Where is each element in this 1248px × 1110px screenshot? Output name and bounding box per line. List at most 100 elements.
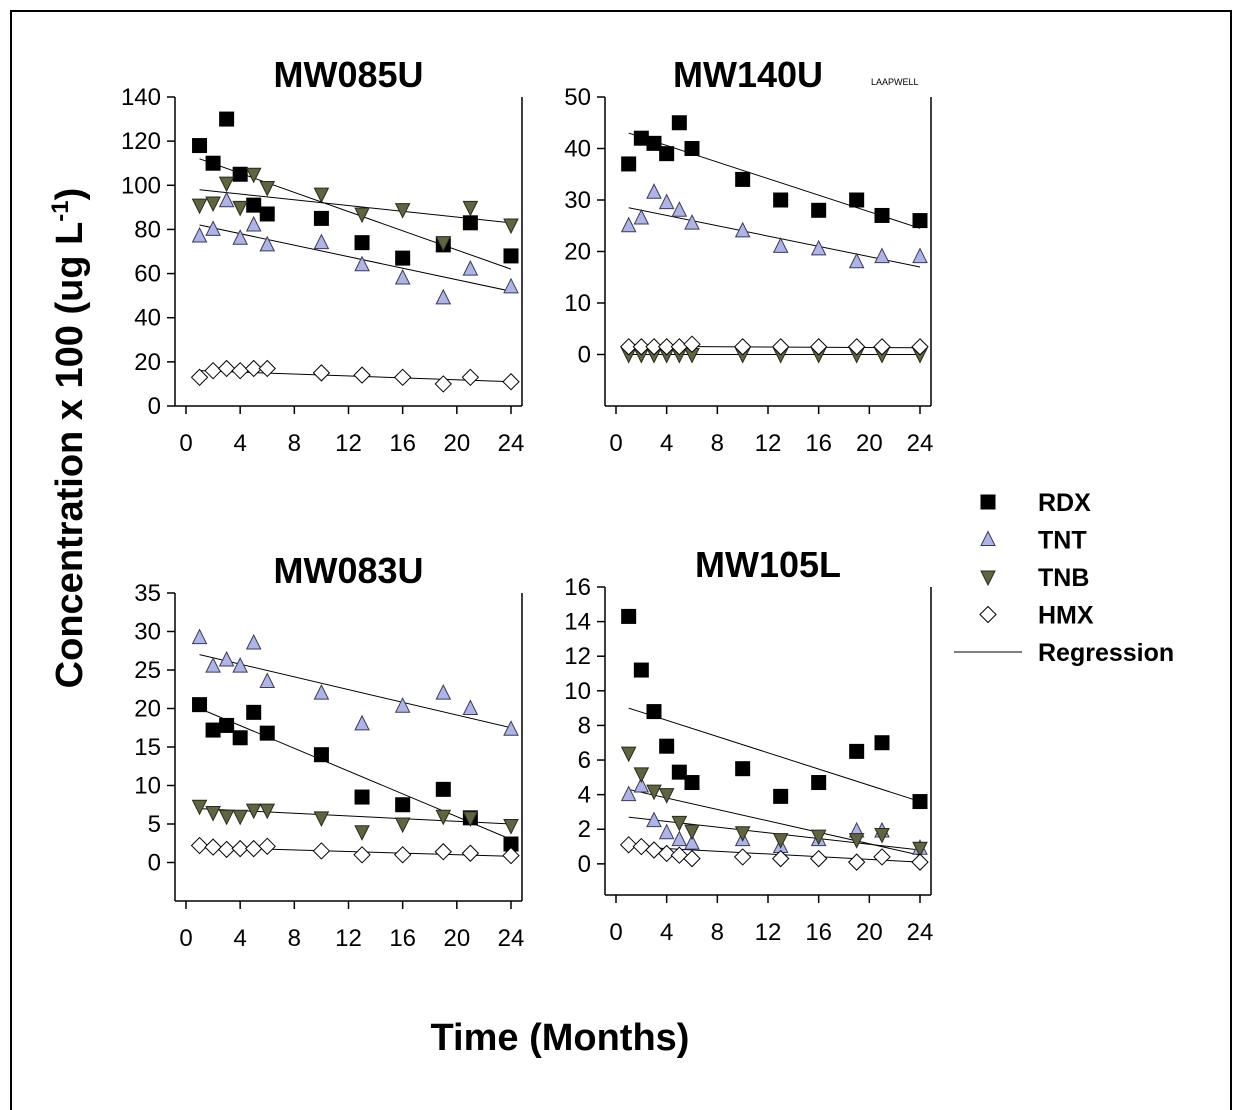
point-hmx	[312, 842, 331, 860]
y-tick-label: 30	[564, 187, 591, 214]
point-tnb	[218, 176, 235, 193]
x-tick-label: 12	[335, 925, 362, 952]
point-hmx	[231, 839, 249, 858]
point-rdx	[205, 722, 221, 738]
x-tick-label: 4	[660, 430, 673, 457]
y-tick-label: 15	[134, 734, 161, 761]
y-tick-label: 40	[564, 136, 591, 163]
point-tnb	[874, 827, 890, 844]
x-tick-label: 16	[389, 925, 416, 952]
point-rdx	[633, 130, 649, 146]
point-tnt	[218, 650, 235, 667]
point-rdx	[659, 738, 675, 754]
point-tnb	[191, 799, 208, 816]
point-hmx	[873, 338, 891, 356]
point-hmx	[393, 846, 412, 864]
x-tick-label: 16	[389, 430, 416, 457]
point-tnb	[259, 180, 276, 197]
y-tick-label: 20	[564, 239, 591, 266]
point-rdx	[633, 662, 649, 678]
y-tick-label: 2	[578, 816, 591, 843]
point-tnb	[848, 833, 865, 849]
y-tick-label: 0	[578, 342, 591, 369]
point-hmx	[434, 375, 452, 393]
point-hmx	[353, 846, 371, 864]
point-tnt	[633, 776, 650, 793]
point-tnt	[313, 683, 330, 700]
point-tnt	[462, 699, 479, 715]
y-axis-title-tail: )	[49, 188, 91, 201]
point-tnt	[394, 697, 411, 713]
point-rdx	[912, 213, 928, 229]
point-hmx	[911, 338, 929, 356]
point-hmx	[190, 836, 209, 855]
point-hmx	[619, 836, 638, 854]
point-rdx	[659, 146, 675, 162]
x-tick-label: 8	[288, 430, 301, 457]
x-tick-label: 12	[335, 430, 362, 457]
x-tick-label: 0	[609, 919, 622, 946]
point-tnb	[218, 809, 235, 826]
x-tick-label: 8	[288, 925, 301, 952]
x-tick-label: 20	[856, 919, 883, 946]
x-axis-title: Time (Months)	[431, 1017, 690, 1059]
y-axis-title-superscript: -1	[47, 200, 74, 221]
x-tick-label: 20	[443, 430, 470, 457]
point-tnt	[684, 833, 700, 850]
point-tnt	[848, 252, 865, 269]
point-tnb	[912, 841, 928, 858]
point-tnt	[245, 215, 262, 232]
legend-item-tnt: TNT	[980, 527, 1087, 555]
point-tnb	[772, 833, 789, 849]
y-tick-label: 12	[564, 643, 591, 670]
point-rdx	[205, 155, 221, 171]
point-hmx	[645, 338, 663, 356]
point-rdx	[912, 794, 928, 810]
point-tnb	[462, 200, 479, 217]
point-hmx	[645, 841, 663, 859]
point-rdx	[395, 250, 411, 266]
y-tick-label: 16	[564, 574, 591, 601]
y-tick-label: 10	[564, 290, 591, 317]
point-hmx	[231, 361, 249, 380]
x-tick-label: 4	[233, 925, 246, 952]
x-tick-label: 8	[711, 430, 724, 457]
point-tnb	[646, 784, 662, 801]
legend-label: HMX	[1038, 602, 1094, 630]
x-tick-label: 24	[907, 919, 934, 946]
point-tnb	[503, 218, 519, 235]
point-tnt	[232, 229, 248, 245]
point-tnb	[658, 788, 675, 804]
x-tick-label: 20	[856, 430, 883, 457]
x-tick-label: 12	[755, 430, 782, 457]
point-hmx	[657, 844, 676, 863]
point-hmx	[353, 366, 371, 384]
point-hmx	[733, 338, 752, 356]
point-tnt	[671, 201, 688, 217]
x-tick-label: 4	[660, 919, 673, 946]
point-tnt	[620, 785, 637, 802]
point-hmx	[245, 359, 263, 378]
point-tnt	[684, 214, 700, 230]
point-hmx	[434, 843, 452, 861]
y-tick-label: 10	[134, 773, 161, 800]
point-tnb	[633, 767, 650, 783]
point-tnt	[734, 221, 751, 238]
point-rdx	[735, 171, 751, 187]
point-tnt	[633, 208, 650, 225]
point-tnb	[245, 167, 262, 184]
legend-item-regression: Regression	[954, 639, 1174, 667]
panel-title: MW085U	[273, 54, 423, 95]
point-rdx	[232, 730, 248, 746]
point-tnb	[394, 203, 411, 219]
point-tnb	[503, 819, 519, 835]
y-tick-label: 0	[148, 850, 161, 877]
point-hmx	[847, 853, 866, 871]
point-hmx	[258, 359, 276, 378]
point-rdx	[313, 210, 329, 226]
point-hmx	[502, 373, 520, 391]
legend-item-rdx: RDX	[980, 489, 1091, 517]
x-tick-label: 16	[805, 430, 832, 457]
point-hmx	[683, 335, 701, 353]
